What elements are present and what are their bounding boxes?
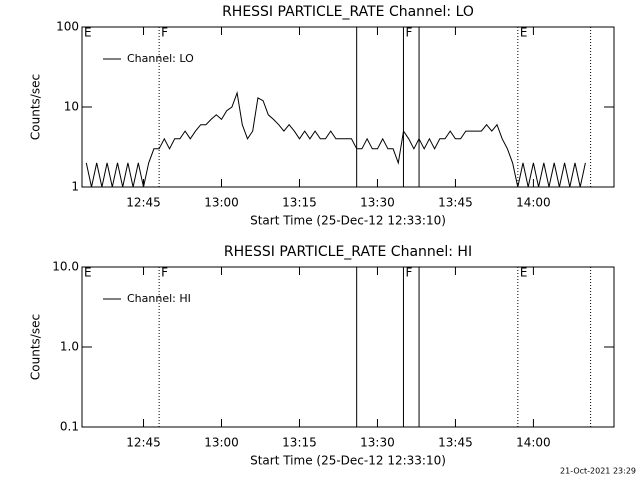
x-tick-label: 13:30 xyxy=(360,196,395,210)
flag-label: F xyxy=(161,266,168,280)
flag-label: E xyxy=(84,266,92,280)
plot-frame xyxy=(81,266,615,428)
flag-label: F xyxy=(405,266,412,280)
x-tick-label: 12:45 xyxy=(126,436,161,450)
x-tick-label: 13:15 xyxy=(282,196,317,210)
flag-label: E xyxy=(520,266,528,280)
x-tick-label: 13:00 xyxy=(204,196,239,210)
chart-title: RHESSI PARTICLE_RATE Channel: HI xyxy=(224,244,472,260)
flag-label: E xyxy=(84,26,92,40)
legend-label: Channel: HI xyxy=(127,292,191,305)
x-tick-label: 13:15 xyxy=(282,436,317,450)
x-tick-label: 12:45 xyxy=(126,196,161,210)
y-tick-label: 1 xyxy=(71,180,79,194)
y-tick-label: 1.0 xyxy=(60,340,79,354)
y-tick-label: 100 xyxy=(56,20,79,34)
x-tick-label: 14:00 xyxy=(516,436,551,450)
y-axis-label: Counts/sec xyxy=(29,314,43,380)
x-tick-label: 13:45 xyxy=(438,436,473,450)
y-tick-label: 10.0 xyxy=(52,260,79,274)
x-tick-label: 13:45 xyxy=(438,196,473,210)
x-tick-label: 14:00 xyxy=(516,196,551,210)
x-axis-label: Start Time (25-Dec-12 12:33:10) xyxy=(250,214,446,228)
data-line xyxy=(85,90,586,188)
chart-title: RHESSI PARTICLE_RATE Channel: LO xyxy=(222,4,474,20)
y-axis-label: Counts/sec xyxy=(29,74,43,140)
flag-label: E xyxy=(520,26,528,40)
x-axis-label: Start Time (25-Dec-12 12:33:10) xyxy=(250,454,446,468)
plot-frame xyxy=(81,26,615,188)
footer: 21-Oct-2021 23:29 xyxy=(560,467,636,476)
y-tick-label: 10 xyxy=(64,100,79,114)
y-tick-label: 0.1 xyxy=(60,420,79,434)
x-tick-label: 13:30 xyxy=(360,436,395,450)
x-tick-label: 13:00 xyxy=(204,436,239,450)
flag-label: F xyxy=(405,26,412,40)
flag-label: F xyxy=(161,26,168,40)
legend-label: Channel: LO xyxy=(127,52,194,65)
